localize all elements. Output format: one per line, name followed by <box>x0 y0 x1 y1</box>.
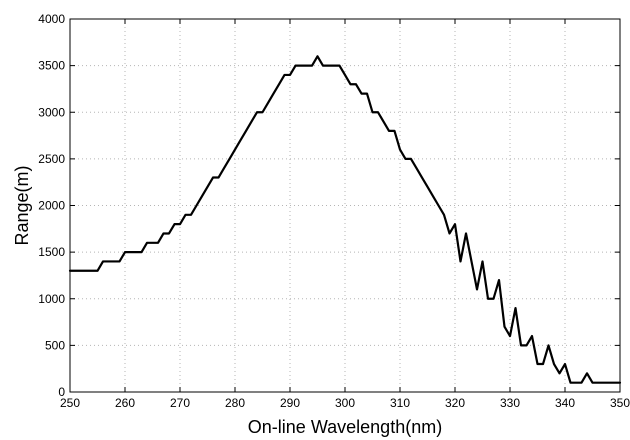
x-tick-label: 340 <box>555 396 575 410</box>
y-tick-label: 3000 <box>38 105 65 119</box>
x-tick-label: 350 <box>610 396 630 410</box>
y-tick-label: 0 <box>58 385 65 399</box>
y-axis-title: Range(m) <box>12 165 32 245</box>
y-tick-label: 3500 <box>38 59 65 73</box>
x-tick-label: 270 <box>170 396 190 410</box>
y-tick-label: 1500 <box>38 245 65 259</box>
tick-layer: 250 260 270 280 290 300 310 320 330 340 3500500100… <box>38 12 630 410</box>
y-tick-label: 2000 <box>38 199 65 213</box>
x-tick-label: 300 <box>335 396 355 410</box>
y-tick-label: 4000 <box>38 12 65 26</box>
x-tick-label: 330 <box>500 396 520 410</box>
x-tick-label: 310 <box>390 396 410 410</box>
y-tick-label: 2500 <box>38 152 65 166</box>
x-tick-label: 320 <box>445 396 465 410</box>
x-tick-label: 280 <box>225 396 245 410</box>
x-tick-label: 290 <box>280 396 300 410</box>
x-tick-label: 250 <box>60 396 80 410</box>
series-layer <box>68 55 622 384</box>
y-tick-label: 500 <box>45 338 65 352</box>
x-axis-title: On-line Wavelength(nm) <box>248 417 442 437</box>
y-tick-label: 1000 <box>38 292 65 306</box>
range-series-line <box>68 55 622 384</box>
x-tick-label: 260 <box>115 396 135 410</box>
